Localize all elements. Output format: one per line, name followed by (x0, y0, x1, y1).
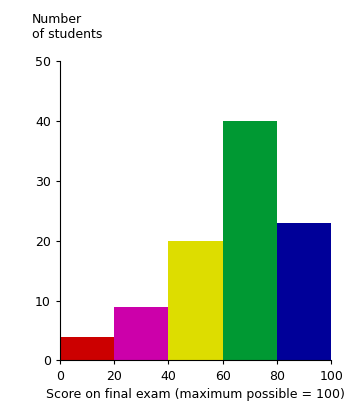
Bar (168, 241, 223, 361)
X-axis label: Score on final exam (maximum possible = 100): Score on final exam (maximum possible = … (46, 388, 345, 401)
Bar (277, 223, 331, 361)
Bar (60, 337, 114, 361)
Text: Number
of students: Number of students (32, 13, 102, 40)
Bar (114, 306, 168, 361)
Bar (223, 121, 277, 361)
